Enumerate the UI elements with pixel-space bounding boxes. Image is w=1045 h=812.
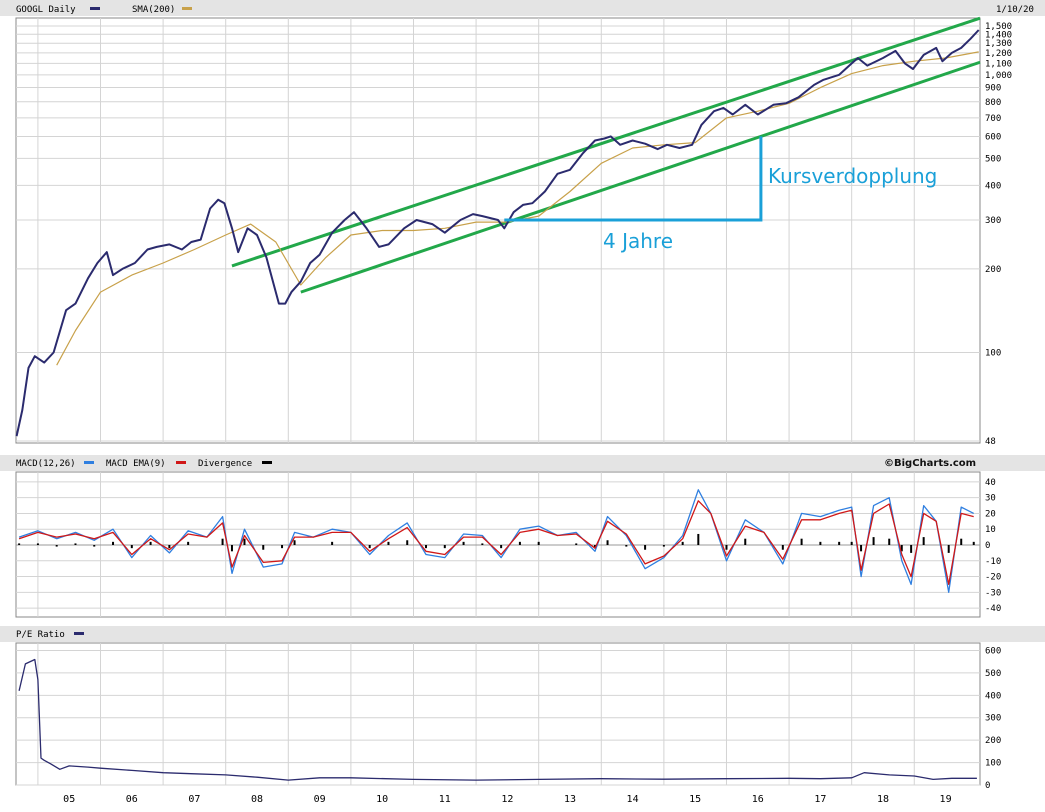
pe-legend-swatch [74, 632, 84, 635]
grid-layer [16, 18, 980, 786]
divergence-label: Divergence [198, 459, 252, 469]
x-tick-label-08: 08 [251, 794, 263, 805]
pe-tick-label: 100 [985, 759, 1001, 769]
sma-label: SMA(200) [132, 5, 175, 15]
price-tick-label: 400 [985, 181, 1001, 191]
sma-line [56, 51, 979, 366]
macd-tick-label: -10 [985, 557, 1001, 567]
x-tick-label-17: 17 [814, 794, 826, 805]
series-layer [15, 16, 981, 781]
annotation-doubling: Kursverdopplung [768, 164, 937, 188]
macd-legend-swatch [84, 461, 94, 464]
macd-panel-header-bg [0, 455, 1045, 471]
macd-tick-label: 10 [985, 525, 996, 535]
x-tick-label-06: 06 [126, 794, 138, 805]
price-tick-label: 1,200 [985, 49, 1012, 59]
x-tick-label-09: 09 [314, 794, 326, 805]
x-tick-label-14: 14 [627, 794, 639, 805]
macd-ema-legend-swatch [176, 461, 186, 464]
price-tick-label: 1,000 [985, 71, 1012, 81]
pe-label: P/E Ratio [16, 630, 65, 640]
macd-label: MACD(12,26) [16, 459, 76, 469]
pe-tick-label: 200 [985, 736, 1001, 746]
macd-tick-label: -30 [985, 588, 1001, 598]
tick-layer: 05 06 07 08 09 10 11 12 13 14 15 16 17 18 194810020030… [63, 22, 1012, 805]
price-tick-label: 900 [985, 84, 1001, 94]
credit-label: ©BigCharts.com [884, 458, 976, 469]
x-tick-label-19: 19 [940, 794, 952, 805]
macd-ema-line [18, 500, 974, 586]
channel-lower-line [300, 60, 981, 294]
macd-tick-label: 30 [985, 494, 996, 504]
price-panel-header-bg [0, 0, 1045, 16]
pe-tick-label: 300 [985, 714, 1001, 724]
pe-tick-label: 0 [985, 781, 990, 791]
price-tick-label: 200 [985, 265, 1001, 275]
macd-tick-label: 40 [985, 478, 996, 488]
price-tick-label: 600 [985, 132, 1001, 142]
x-tick-label-18: 18 [877, 794, 889, 805]
divergence-legend-swatch [262, 461, 272, 464]
macd-tick-label: 0 [985, 541, 990, 551]
annotation-years: 4 Jahre [603, 229, 673, 253]
price-tick-label: 300 [985, 216, 1001, 226]
price-tick-label: 800 [985, 98, 1001, 108]
pe-tick-label: 600 [985, 646, 1001, 656]
x-tick-label-05: 05 [63, 794, 75, 805]
macd-tick-label: 20 [985, 509, 996, 519]
sma-legend-swatch [182, 7, 192, 10]
price-line [15, 29, 980, 437]
macd-ema-label: MACD EMA(9) [106, 459, 166, 469]
price-tick-label: 1,100 [985, 59, 1012, 69]
price-tick-label: 1,300 [985, 39, 1012, 49]
x-tick-label-12: 12 [501, 794, 513, 805]
price-tick-label: 1,400 [985, 30, 1012, 40]
price-tick-label: 1,500 [985, 22, 1012, 32]
x-tick-label-07: 07 [188, 794, 200, 805]
symbol-label: GOOGL Daily [16, 5, 76, 15]
symbol-legend-swatch [90, 7, 100, 10]
x-tick-label-16: 16 [752, 794, 764, 805]
macd-tick-label: -40 [985, 604, 1001, 614]
price-tick-label: 100 [985, 348, 1001, 358]
price-tick-label: 48 [985, 437, 996, 447]
pe-tick-label: 400 [985, 691, 1001, 701]
x-tick-label-15: 15 [689, 794, 701, 805]
date-label: 1/10/20 [996, 5, 1034, 15]
annotation-bracket [504, 136, 763, 222]
x-tick-label-13: 13 [564, 794, 576, 805]
pe-panel-frame [15, 642, 981, 786]
x-tick-label-11: 11 [439, 794, 451, 805]
price-tick-label: 500 [985, 154, 1001, 164]
macd-tick-label: -20 [985, 573, 1001, 583]
price-tick-label: 700 [985, 114, 1001, 124]
price-panel-frame [15, 17, 981, 444]
pe-panel-header-bg [0, 626, 1045, 642]
pe-line [18, 658, 977, 781]
pe-tick-label: 500 [985, 669, 1001, 679]
x-tick-label-10: 10 [376, 794, 388, 805]
